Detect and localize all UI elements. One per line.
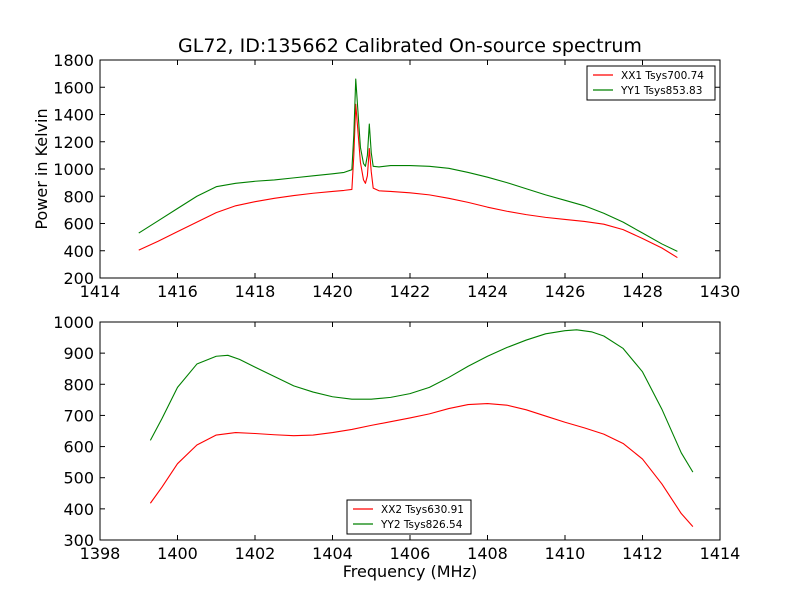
y-tick-label: 1000	[53, 160, 94, 179]
y-tick-label: 1800	[53, 51, 94, 70]
series-line-1	[138, 103, 678, 259]
x-tick-label: 1414	[80, 282, 121, 301]
legend-box	[586, 65, 716, 101]
x-tick-label: 1398	[80, 544, 121, 563]
y-tick-label: 200	[63, 269, 94, 288]
y-tick-label: 400	[63, 500, 94, 519]
y-tick-label: 500	[63, 469, 94, 488]
x-tick-label: 1414	[700, 544, 741, 563]
legend: XX2 Tsys630.91 YY2 Tsys826.54	[346, 499, 472, 535]
x-tick-label: 1410	[545, 544, 586, 563]
y-tick-label: 800	[63, 187, 94, 206]
y-tick-label: 1200	[53, 133, 94, 152]
legend-box	[346, 499, 472, 535]
series-line-2	[138, 78, 678, 252]
y-tick-label: 1600	[53, 78, 94, 97]
x-tick-label: 1406	[390, 544, 431, 563]
series-line-2	[149, 329, 694, 473]
y-tick-label: 700	[63, 406, 94, 425]
y-tick-label: 300	[63, 531, 94, 550]
chart-panel-2: 1398 1400 1402 1404 1406 1408 1410 1412 1414 300 4…	[53, 313, 740, 581]
legend: XX1 Tsys700.74 YY1 Tsys853.83	[586, 65, 716, 101]
y-axis-title: Power in Kelvin	[32, 108, 51, 229]
legend-label: XX2 Tsys630.91	[381, 504, 464, 516]
x-tick-label: 1420	[312, 282, 353, 301]
x-axis-title: Frequency (MHz)	[343, 562, 477, 581]
y-tick-label: 800	[63, 375, 94, 394]
chart-panels: 1414 1416 1418 1420 1422 1424 1426 1428 1430 200 4…	[32, 51, 740, 581]
x-tick-label: 1430	[700, 282, 741, 301]
x-tick-label: 1404	[312, 544, 353, 563]
y-tick-label: 900	[63, 344, 94, 363]
x-tick-label: 1428	[622, 282, 663, 301]
x-tick-label: 1412	[622, 544, 663, 563]
y-tick-label: 400	[63, 242, 94, 261]
x-tick-label: 1418	[235, 282, 276, 301]
y-tick-label: 600	[63, 215, 94, 234]
y-tick-label: 1000	[53, 313, 94, 332]
x-tick-label: 1424	[467, 282, 508, 301]
series-line-1	[149, 403, 694, 527]
x-tick-label: 1422	[390, 282, 431, 301]
chart-panel-1: 1414 1416 1418 1420 1422 1424 1426 1428 1430 200 4…	[32, 51, 740, 301]
x-tick-label: 1408	[467, 544, 508, 563]
x-tick-label: 1402	[235, 544, 276, 563]
chart-title: GL72, ID:135662 Calibrated On-source spe…	[178, 35, 642, 57]
y-tick-label: 1400	[53, 106, 94, 125]
legend-label: YY2 Tsys826.54	[380, 519, 463, 531]
legend-label: YY1 Tsys853.83	[620, 85, 702, 97]
legend-label: XX1 Tsys700.74	[621, 70, 704, 82]
x-tick-label: 1426	[545, 282, 586, 301]
y-tick-label: 600	[63, 438, 94, 457]
x-tick-label: 1400	[157, 544, 198, 563]
x-tick-label: 1416	[157, 282, 198, 301]
